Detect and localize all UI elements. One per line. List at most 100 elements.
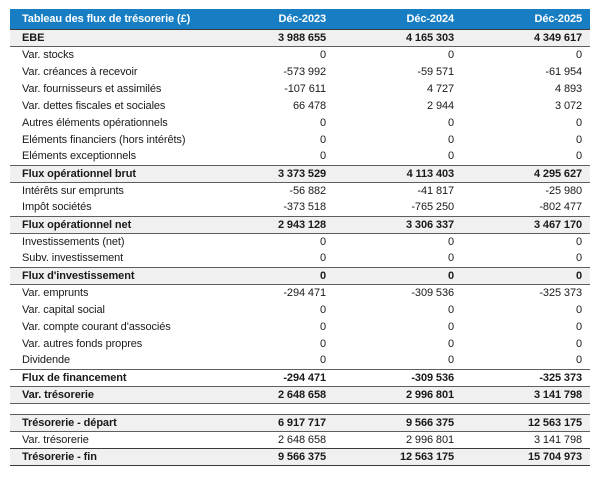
row-value: 0 — [575, 320, 582, 333]
row-value: 0 — [575, 269, 582, 282]
cashflow-report: Tableau des flux de trésorerie (£) Déc-2… — [10, 9, 590, 466]
table-row: Flux opérationnel net 2 943 128 3 306 337 3… — [10, 216, 590, 233]
row-value: 4 727 — [426, 82, 454, 95]
row-value: -373 518 — [283, 201, 326, 214]
row-value: 0 — [447, 354, 454, 367]
row-value: 0 — [319, 337, 326, 350]
row-label: Eléments financiers (hors intérêts) — [22, 133, 186, 146]
row-label: Flux d'investissement — [22, 269, 135, 282]
row-value: 0 — [319, 235, 326, 248]
table-row: Intérêts sur emprunts -56 882 -41 817 -25 9… — [10, 182, 590, 199]
row-value: 4 165 303 — [405, 31, 454, 44]
table-row: Flux opérationnel brut 3 373 529 4 113 403… — [10, 165, 590, 182]
row-value: 6 917 717 — [277, 416, 326, 429]
row-value: 2 996 801 — [405, 433, 454, 446]
table-section-gap — [10, 404, 590, 414]
table-row: Var. compte courant d'associés 0 0 0 — [10, 318, 590, 335]
row-value: 9 566 375 — [277, 450, 326, 463]
column-header-dec-2024: Déc-2024 — [406, 12, 454, 25]
row-value: 0 — [447, 269, 454, 282]
row-label: Var. stocks — [22, 48, 74, 61]
row-value: 0 — [575, 116, 582, 129]
table-row: Trésorerie - fin 9 566 375 12 563 175 15 70… — [10, 448, 590, 465]
row-label: Var. compte courant d'associés — [22, 320, 171, 333]
row-label: Flux opérationnel brut — [22, 167, 136, 180]
row-label: Investissements (net) — [22, 235, 125, 248]
row-value: 4 349 617 — [533, 31, 582, 44]
row-value: 0 — [575, 252, 582, 265]
row-label: Eléments exceptionnels — [22, 150, 136, 163]
row-value: 0 — [575, 354, 582, 367]
row-value: 0 — [575, 235, 582, 248]
row-label: Var. créances à recevoir — [22, 65, 138, 78]
row-label: Impôt sociétés — [22, 201, 92, 214]
row-value: 66 478 — [292, 99, 326, 112]
table-row: Eléments exceptionnels 0 0 0 — [10, 148, 590, 165]
row-value: 0 — [447, 235, 454, 248]
row-value: -25 980 — [545, 184, 582, 197]
row-value: -309 536 — [411, 286, 454, 299]
row-value: 0 — [447, 252, 454, 265]
table-row: Var. créances à recevoir -573 992 -59 571 -… — [10, 63, 590, 80]
row-value: -294 471 — [283, 286, 326, 299]
row-value: 0 — [447, 48, 454, 61]
row-value: 12 563 175 — [527, 416, 582, 429]
table-row: EBE 3 988 655 4 165 303 4 349 617 — [10, 29, 590, 46]
row-value: 4 893 — [554, 82, 582, 95]
row-value: -41 817 — [417, 184, 454, 197]
table-row: Flux de financement -294 471 -309 536 -325 … — [10, 369, 590, 386]
row-label: Trésorerie - départ — [22, 416, 117, 429]
row-value: 0 — [319, 48, 326, 61]
row-value: -107 611 — [284, 82, 326, 95]
row-value: 2 943 128 — [277, 218, 326, 231]
table-row: Autres éléments opérationnels 0 0 0 — [10, 114, 590, 131]
row-value: 0 — [575, 133, 582, 146]
row-value: 3 141 798 — [533, 388, 582, 401]
table-row: Impôt sociétés -373 518 -765 250 -802 477 — [10, 199, 590, 216]
row-value: 0 — [447, 150, 454, 163]
row-value: 0 — [575, 150, 582, 163]
row-value: 0 — [319, 252, 326, 265]
table-row: Trésorerie - départ 6 917 717 9 566 375 12 … — [10, 414, 590, 431]
row-label: Var. dettes fiscales et sociales — [22, 99, 166, 112]
row-value: 4 113 403 — [406, 167, 455, 180]
row-value: 3 467 170 — [533, 218, 582, 231]
row-label: Var. trésorerie — [22, 388, 94, 401]
row-value: 2 648 658 — [277, 388, 326, 401]
row-value: 12 563 175 — [399, 450, 454, 463]
row-label: Trésorerie - fin — [22, 450, 97, 463]
table-title: Tableau des flux de trésorerie (£) — [22, 12, 191, 25]
row-value: -294 471 — [283, 371, 326, 384]
row-value: 3 988 655 — [277, 31, 326, 44]
table-row: Eléments financiers (hors intérêts) 0 0 0 — [10, 131, 590, 148]
row-value: 0 — [319, 116, 326, 129]
table-row: Var. trésorerie 2 648 658 2 996 801 3 141 7… — [10, 431, 590, 448]
column-header-dec-2023: Déc-2023 — [278, 12, 326, 25]
row-value: 0 — [319, 354, 326, 367]
row-value: -56 882 — [289, 184, 326, 197]
row-value: 0 — [319, 133, 326, 146]
row-value: 0 — [447, 337, 454, 350]
row-value: 0 — [575, 337, 582, 350]
row-label: Var. autres fonds propres — [22, 337, 143, 350]
row-value: 0 — [447, 116, 454, 129]
column-header-dec-2025: Déc-2025 — [534, 12, 582, 25]
table-row: Dividende 0 0 0 — [10, 352, 590, 369]
table-row: Var. capital social 0 0 0 — [10, 301, 590, 318]
row-value: 2 996 801 — [405, 388, 454, 401]
row-label: Subv. investissement — [22, 252, 124, 265]
cashflow-table: Tableau des flux de trésorerie (£) Déc-2… — [10, 9, 590, 404]
row-value: -573 992 — [283, 65, 326, 78]
table-row: Var. fournisseurs et assimilés -107 611 4 … — [10, 80, 590, 97]
row-value: 4 295 627 — [533, 167, 582, 180]
row-value: 3 306 337 — [405, 218, 454, 231]
row-value: -325 373 — [539, 371, 582, 384]
table-row: Var. emprunts -294 471 -309 536 -325 373 — [10, 284, 590, 301]
row-label: Flux opérationnel net — [22, 218, 132, 231]
row-label: Flux de financement — [22, 371, 127, 384]
row-label: Var. emprunts — [22, 286, 89, 299]
row-value: 0 — [319, 320, 326, 333]
table-row: Var. autres fonds propres 0 0 0 — [10, 335, 590, 352]
row-value: 0 — [575, 303, 582, 316]
table-row: Var. dettes fiscales et sociales 66 478 2 … — [10, 97, 590, 114]
